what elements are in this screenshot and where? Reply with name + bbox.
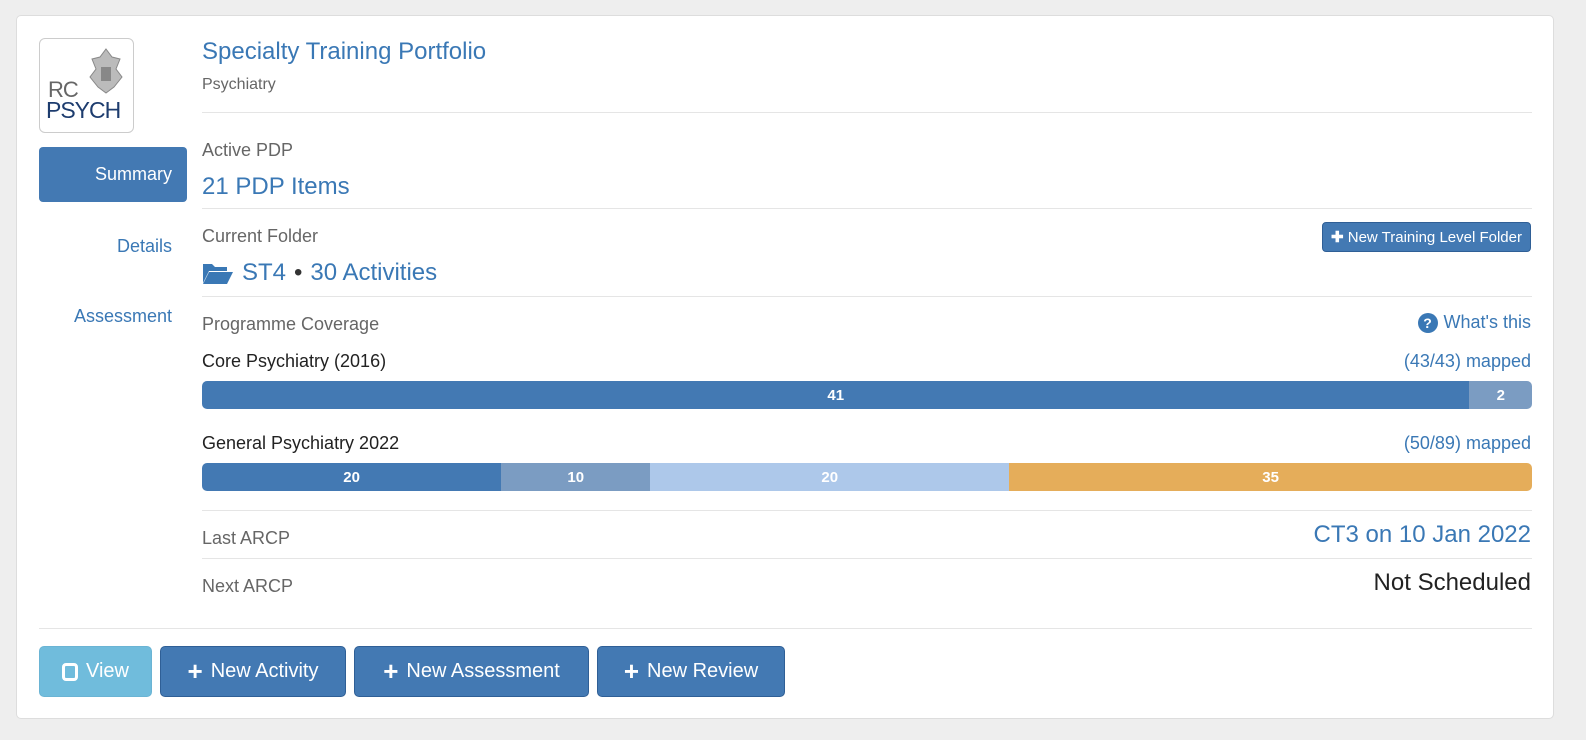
coverage-bar: 41 2	[202, 381, 1532, 409]
logo-rc: RC	[48, 77, 79, 102]
question-circle-icon: ?	[1417, 312, 1438, 333]
logo-psych: PSYCH	[46, 97, 121, 123]
last-arcp-label: Last ARCP	[202, 528, 291, 548]
portfolio-card: RC PSYCH Summary Details Assessment Spec…	[16, 15, 1554, 719]
divider	[202, 112, 1532, 113]
activities-link[interactable]: 30 Activities	[310, 259, 438, 286]
whats-this-link[interactable]: ? What's this	[1417, 312, 1531, 333]
divider	[202, 208, 1532, 209]
programme-coverage-label: Programme Coverage	[202, 314, 380, 334]
button-label: New Assessment	[406, 660, 560, 682]
divider	[202, 296, 1532, 297]
curriculum-name: Core Psychiatry (2016)	[202, 351, 387, 371]
next-arcp-label: Next ARCP	[202, 576, 294, 596]
current-folder-label: Current Folder	[202, 226, 319, 246]
current-folder: ST4 • 30 Activities	[202, 259, 437, 287]
new-training-level-folder-button[interactable]: ✚ New Training Level Folder	[1321, 222, 1531, 252]
coverage-segment: 41	[202, 381, 1470, 409]
help-label: What's this	[1443, 312, 1531, 332]
coverage-segment: 2	[1469, 381, 1532, 409]
divider	[39, 628, 1532, 629]
rcpsych-logo: RC PSYCH	[39, 38, 134, 133]
coverage-segment: 20	[650, 463, 1010, 491]
coverage-segment: 20	[202, 463, 502, 491]
divider	[202, 558, 1532, 559]
page-subtitle: Psychiatry	[202, 76, 276, 93]
curriculum-mapped-link[interactable]: (50/89) mapped	[1403, 433, 1531, 453]
view-button[interactable]: View	[39, 646, 152, 697]
coverage-segment: 35	[1009, 463, 1532, 491]
new-assessment-button[interactable]: + New Assessment	[354, 646, 589, 697]
plus-icon: +	[623, 656, 640, 686]
folder-name-link[interactable]: ST4	[242, 259, 287, 286]
button-label: New Activity	[210, 660, 319, 682]
button-label: View	[86, 660, 129, 682]
new-activity-button[interactable]: + New Activity	[160, 646, 346, 697]
button-label: New Training Level Folder	[1347, 229, 1522, 246]
new-review-button[interactable]: + New Review	[597, 646, 785, 697]
nav-details[interactable]: Details	[116, 236, 172, 256]
pdp-items-link[interactable]: 21 PDP Items	[202, 173, 350, 200]
square-icon	[62, 662, 78, 681]
plus-icon: +	[383, 656, 399, 686]
divider	[202, 510, 1532, 511]
button-label: New Review	[647, 660, 759, 682]
active-pdp-label: Active PDP	[202, 140, 294, 160]
coverage-bar: 20 10 20 35	[202, 463, 1532, 491]
curriculum-mapped-link[interactable]: (43/43) mapped	[1403, 351, 1531, 371]
crest-icon	[89, 48, 123, 94]
plus-icon: ✚	[1330, 229, 1344, 246]
next-arcp-value: Not Scheduled	[1373, 569, 1531, 596]
nav-assessment[interactable]: Assessment	[73, 306, 172, 326]
folder-open-icon	[203, 264, 233, 284]
curriculum-name: General Psychiatry 2022	[202, 433, 400, 453]
page-title[interactable]: Specialty Training Portfolio	[202, 38, 487, 65]
plus-icon: +	[187, 656, 203, 686]
coverage-segment: 10	[501, 463, 651, 491]
separator: •	[294, 259, 303, 286]
nav-summary[interactable]: Summary	[39, 147, 187, 202]
last-arcp-link[interactable]: CT3 on 10 Jan 2022	[1313, 521, 1532, 548]
